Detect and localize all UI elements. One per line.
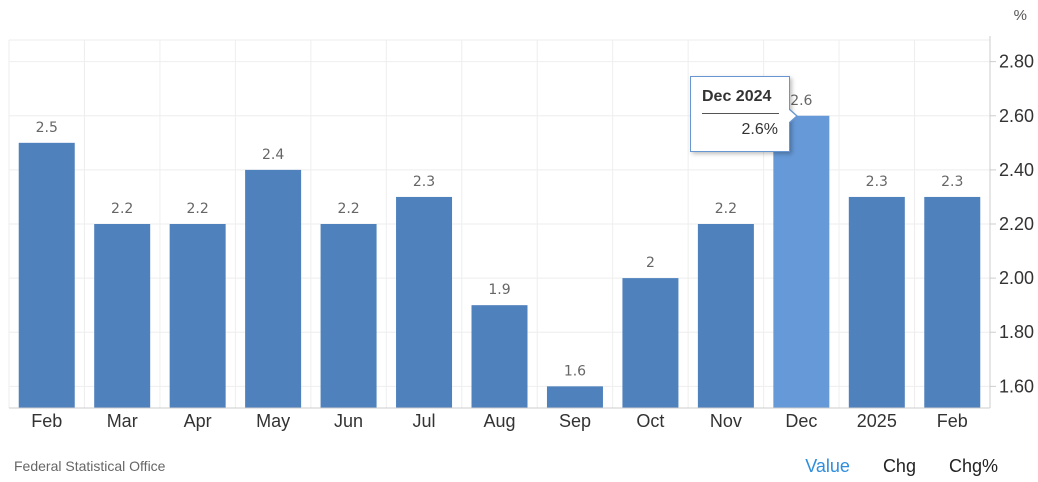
data-label: 2.2 (187, 201, 209, 217)
x-tick-label: Nov (710, 411, 742, 431)
bar-may-3[interactable] (245, 169, 302, 408)
data-label: 2.6 (790, 93, 812, 109)
view-mode-controls: Value Chg Chg% (772, 456, 998, 477)
data-label: 2.3 (866, 174, 888, 190)
y-tick-label: 2.80 (999, 52, 1034, 72)
y-unit-label: % (1014, 7, 1027, 24)
bar-feb-0[interactable] (18, 142, 75, 408)
x-tick-label: 2025 (857, 411, 897, 431)
label-layer: 2.5 Feb 2.2 Mar 2.2 Apr 2.4 May 2.2 Jun 2.3 Jul 1.9 A… (31, 93, 968, 431)
y-tick-label: 2.20 (999, 214, 1034, 234)
bar-dec-10[interactable] (773, 115, 830, 408)
bar-2025-11[interactable] (848, 196, 905, 408)
data-label: 2.2 (111, 201, 133, 217)
tooltip-divider (702, 113, 779, 114)
x-tick-label: Sep (559, 411, 591, 431)
y-tick-label: 1.80 (999, 322, 1034, 342)
bar-chart: 2.5 Feb 2.2 Mar 2.2 Apr 2.4 May 2.2 Jun 2.3 Jul 1.9 A… (8, 7, 1034, 431)
x-tick-label: Mar (107, 411, 138, 431)
bar-layer (18, 115, 981, 408)
bar-apr-2[interactable] (169, 224, 226, 408)
x-tick-label: Aug (483, 411, 515, 431)
y-tick-label: 1.60 (999, 376, 1034, 396)
bar-jun-4[interactable] (320, 224, 377, 408)
y-tick-label: 2.60 (999, 106, 1034, 126)
source-label: Federal Statistical Office (14, 458, 166, 474)
chg-button[interactable]: Chg (882, 456, 916, 476)
x-tick-label: Feb (937, 411, 968, 431)
data-label: 1.9 (488, 282, 510, 298)
x-tick-label: Jun (334, 411, 363, 431)
data-label: 1.6 (564, 363, 586, 379)
data-label: 2.3 (413, 174, 435, 190)
tooltip-pointer-fill (788, 109, 796, 123)
data-label: 2.3 (941, 174, 963, 190)
bar-aug-6[interactable] (471, 305, 528, 408)
bar-oct-8[interactable] (622, 278, 679, 408)
y-tick-label: 2.00 (999, 268, 1034, 288)
value-button[interactable]: Value (805, 456, 850, 476)
tooltip-title: Dec 2024 (702, 88, 772, 105)
data-label: 2.2 (337, 201, 359, 217)
x-tick-label: Dec (785, 411, 817, 431)
data-label: 2.4 (262, 147, 284, 163)
bar-feb-12[interactable] (924, 196, 981, 408)
data-label: 2.2 (715, 201, 737, 217)
x-tick-label: Jul (413, 411, 436, 431)
data-label: 2.5 (36, 120, 58, 136)
data-label: 2 (646, 255, 655, 271)
bar-nov-9[interactable] (697, 224, 754, 408)
x-tick-label: Feb (31, 411, 62, 431)
x-tick-label: Oct (636, 411, 664, 431)
x-tick-label: May (256, 411, 290, 431)
axis-layer: 1.60 1.80 2.00 2.20 2.40 2.60 2.80% (9, 7, 1034, 409)
bar-jul-5[interactable] (396, 196, 453, 408)
tooltip-value: 2.6% (741, 121, 778, 138)
x-tick-label: Apr (184, 411, 212, 431)
tooltip: Dec 2024 2.6% (690, 76, 798, 152)
bar-mar-1[interactable] (94, 224, 151, 408)
y-tick-label: 2.40 (999, 160, 1034, 180)
chg-percent-button[interactable]: Chg% (948, 456, 998, 476)
bar-sep-7[interactable] (546, 386, 603, 408)
